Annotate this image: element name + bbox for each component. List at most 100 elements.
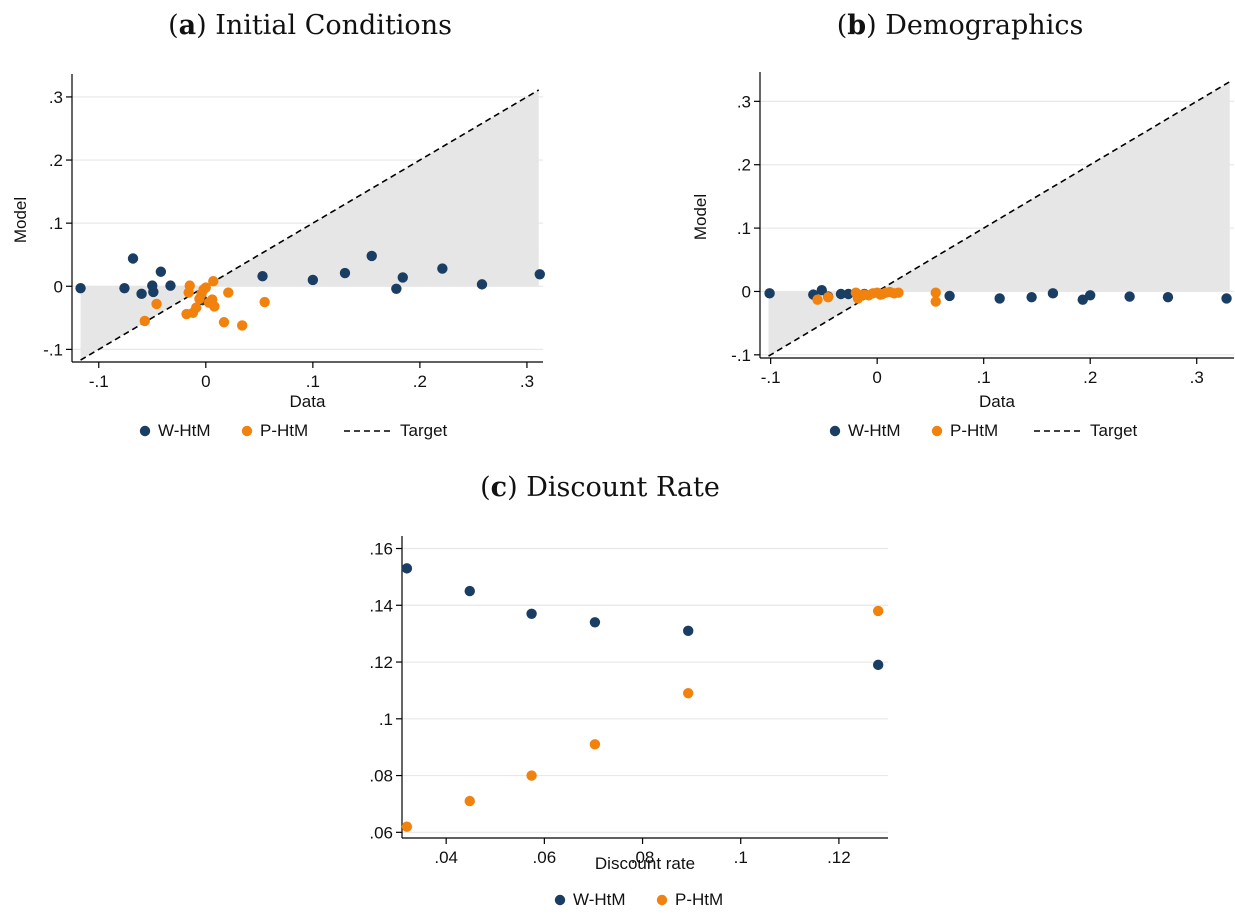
point-phtm bbox=[151, 298, 162, 310]
chart-svg-initial-conditions: -.1 0 .1 .2 .3 -.1 0 .1 .2 .3 Data Model W-HtM P-HtM T… bbox=[11, 74, 545, 440]
point-phtm bbox=[526, 770, 537, 781]
point-whtm bbox=[155, 266, 167, 277]
point-whtm bbox=[464, 585, 475, 597]
point-phtm bbox=[893, 287, 904, 298]
point-whtm bbox=[994, 293, 1005, 304]
legend-swatch bbox=[241, 425, 253, 437]
point-phtm bbox=[872, 605, 884, 617]
legend-swatch bbox=[931, 425, 943, 437]
x-tick-label: .2 bbox=[413, 372, 427, 391]
y-tick-label: .06 bbox=[369, 823, 393, 842]
point-whtm bbox=[589, 617, 601, 628]
point-phtm bbox=[812, 294, 823, 305]
point-whtm bbox=[816, 284, 827, 296]
point-whtm bbox=[534, 269, 545, 280]
point-phtm bbox=[223, 287, 234, 298]
chart-svg-demographics: -.1 0 .1 .2 .3 -.1 0 .1 .2 .3 Data Model W-HtM P-HtM T… bbox=[691, 72, 1234, 440]
point-whtm bbox=[397, 272, 408, 283]
x-tick-label: .3 bbox=[1190, 368, 1204, 387]
point-whtm bbox=[119, 282, 130, 294]
point-phtm bbox=[184, 280, 195, 291]
legend-label: P-HtM bbox=[260, 421, 308, 440]
y-tick-label: .16 bbox=[369, 540, 393, 559]
legend-label: P-HtM bbox=[675, 890, 723, 909]
point-phtm bbox=[190, 302, 202, 313]
point-whtm bbox=[526, 608, 537, 619]
x-tick-label: .1 bbox=[734, 848, 748, 867]
y-tick-label: .1 bbox=[737, 219, 751, 238]
x-tick-label: .12 bbox=[827, 848, 851, 867]
y-tick-label: -.1 bbox=[43, 340, 63, 359]
point-whtm bbox=[944, 290, 955, 302]
point-phtm bbox=[683, 688, 694, 699]
legend-swatch bbox=[554, 894, 566, 906]
x-axis-title: Discount rate bbox=[595, 854, 695, 873]
x-tick-label: .2 bbox=[1083, 368, 1097, 387]
x-axis-title: Data bbox=[290, 392, 326, 411]
legend-label: P-HtM bbox=[950, 421, 998, 440]
x-tick-label: 0 bbox=[872, 368, 881, 387]
panel-label: b bbox=[847, 10, 867, 41]
legend-swatch bbox=[656, 894, 668, 906]
point-whtm bbox=[401, 563, 413, 574]
point-phtm bbox=[139, 315, 150, 327]
y-tick-label: .1 bbox=[49, 214, 63, 233]
x-tick-label: .06 bbox=[533, 848, 557, 867]
point-phtm bbox=[822, 291, 834, 303]
x-tick-label: .04 bbox=[434, 848, 458, 867]
point-phtm bbox=[930, 287, 941, 298]
point-phtm bbox=[237, 320, 248, 331]
shaded-region bbox=[768, 81, 1230, 357]
point-whtm bbox=[764, 288, 775, 299]
point-whtm bbox=[136, 288, 147, 300]
chart-panel-initial-conditions: (a) Initial Conditions -.1 0 .1 .2 .3 -.1 0 .1.… bbox=[0, 0, 560, 460]
x-tick-label: .1 bbox=[306, 372, 320, 391]
y-tick-label: 0 bbox=[742, 282, 751, 301]
point-whtm bbox=[476, 279, 488, 290]
y-tick-label: .14 bbox=[369, 596, 393, 615]
point-whtm bbox=[1085, 290, 1096, 301]
y-axis-title: Model bbox=[691, 194, 710, 240]
legend-label: W-HtM bbox=[158, 421, 211, 440]
x-tick-label: .1 bbox=[977, 368, 991, 387]
x-axis-title: Data bbox=[979, 392, 1015, 411]
point-whtm bbox=[1221, 293, 1232, 304]
point-whtm bbox=[872, 659, 884, 671]
point-whtm bbox=[683, 625, 694, 637]
y-tick-label: .3 bbox=[737, 92, 751, 111]
target-line bbox=[80, 89, 540, 361]
y-tick-label: .3 bbox=[49, 88, 63, 107]
point-whtm bbox=[75, 282, 86, 294]
x-tick-label: 0 bbox=[201, 372, 210, 391]
x-tick-label: .08 bbox=[631, 848, 655, 867]
point-whtm bbox=[307, 274, 319, 286]
point-whtm bbox=[257, 270, 268, 282]
point-phtm bbox=[259, 296, 270, 308]
point-whtm bbox=[165, 280, 176, 291]
point-phtm bbox=[589, 739, 601, 750]
point-phtm bbox=[401, 821, 413, 832]
point-phtm bbox=[464, 795, 475, 807]
legend-label: Target bbox=[1090, 421, 1138, 440]
x-tick-label: -.1 bbox=[761, 368, 781, 387]
x-tick-label: -.1 bbox=[89, 372, 109, 391]
chart-title: (a) Initial Conditions bbox=[168, 10, 452, 41]
point-whtm bbox=[127, 253, 139, 264]
point-whtm bbox=[1124, 291, 1135, 302]
point-phtm bbox=[930, 296, 941, 307]
legend-label: Target bbox=[400, 421, 448, 440]
point-whtm bbox=[835, 288, 847, 300]
point-whtm bbox=[1026, 291, 1037, 303]
chart-title: (b) Demographics bbox=[836, 10, 1084, 41]
point-whtm bbox=[391, 283, 402, 294]
point-phtm bbox=[208, 276, 219, 287]
point-whtm bbox=[339, 267, 351, 279]
chart-panel-demographics: (b) Demographics -.1 0 .1 .2 .3 -.1 0 .1 .2 .3 Dat… bbox=[680, 0, 1235, 460]
legend-swatch bbox=[829, 425, 841, 437]
panel-label: c bbox=[490, 472, 508, 503]
point-whtm bbox=[437, 263, 448, 274]
chart-panel-discount-rate: (c) Discount Rate .06.08.1.12.14.16.04.0… bbox=[330, 462, 910, 916]
point-whtm bbox=[366, 250, 377, 262]
legend-swatch bbox=[139, 425, 151, 437]
point-whtm bbox=[148, 286, 159, 298]
